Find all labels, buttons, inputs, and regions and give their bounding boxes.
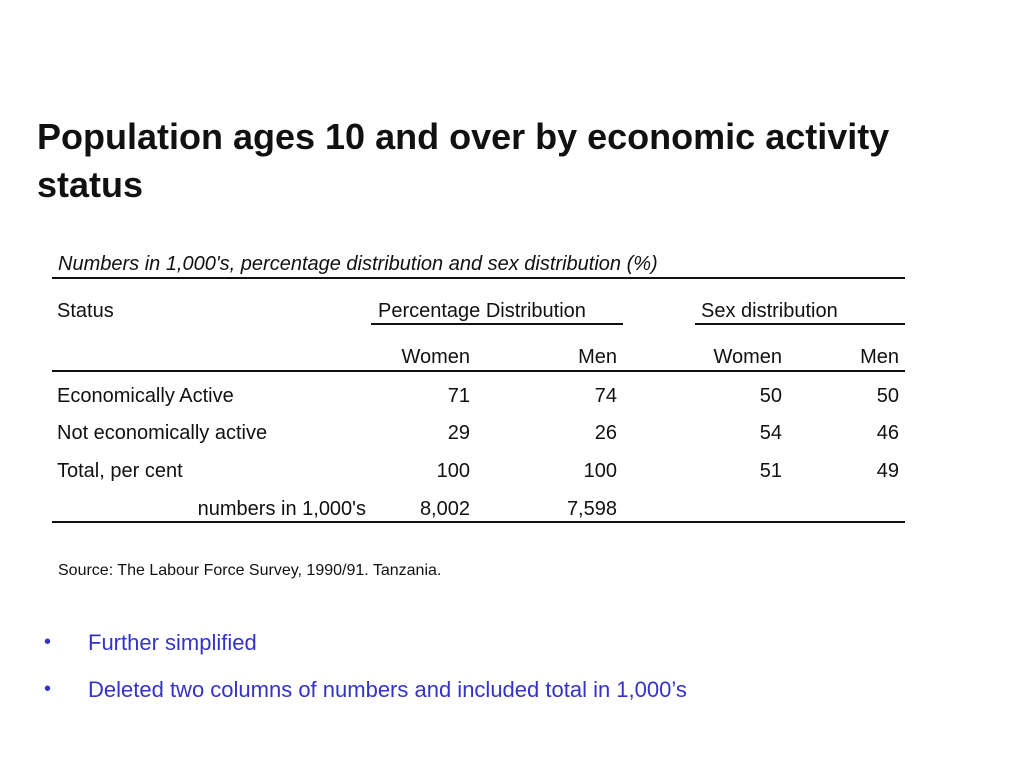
row-pct-men: 26 xyxy=(594,422,617,444)
row-status: Economically Active xyxy=(57,385,234,407)
header-rule xyxy=(52,370,905,372)
header-men-sex: Men xyxy=(860,346,899,368)
row-sex-men: 49 xyxy=(876,460,899,482)
row-sex-women: 54 xyxy=(759,422,782,444)
table-source: Source: The Labour Force Survey, 1990/91… xyxy=(58,562,442,579)
bullet-icon: • xyxy=(44,678,52,700)
caption-rule xyxy=(52,277,905,279)
row-sex-men: 46 xyxy=(876,422,899,444)
row-pct-men: 100 xyxy=(583,460,617,482)
header-men-pct: Men xyxy=(578,346,617,368)
bullet-text: Further simplified xyxy=(88,630,257,655)
header-women-pct: Women xyxy=(401,346,470,368)
row-pct-women: 100 xyxy=(436,460,470,482)
header-percentage-distribution: Percentage Distribution xyxy=(378,300,586,322)
bottom-rule xyxy=(52,521,905,523)
header-women-sex: Women xyxy=(713,346,782,368)
percentage-group-rule xyxy=(371,323,623,325)
header-status: Status xyxy=(57,300,114,322)
row-pct-women: 71 xyxy=(447,385,470,407)
row-sex-men: 50 xyxy=(876,385,899,407)
bullet-text: Deleted two columns of numbers and inclu… xyxy=(88,677,687,702)
bullet-icon: • xyxy=(44,631,52,653)
table-caption: Numbers in 1,000's, percentage distribut… xyxy=(58,253,658,275)
slide-title: Population ages 10 and over by economic … xyxy=(37,116,890,205)
numbers-women: 8,002 xyxy=(419,498,470,520)
numbers-row-label: numbers in 1,000's xyxy=(197,498,366,520)
row-pct-men: 74 xyxy=(594,385,617,407)
row-sex-women: 50 xyxy=(759,385,782,407)
sex-group-rule xyxy=(695,323,905,325)
row-sex-women: 51 xyxy=(759,460,782,482)
row-pct-women: 29 xyxy=(447,422,470,444)
row-status: Total, per cent xyxy=(57,460,183,482)
header-sex-distribution: Sex distribution xyxy=(701,300,838,322)
row-status: Not economically active xyxy=(57,422,268,444)
numbers-men: 7,598 xyxy=(566,498,617,520)
